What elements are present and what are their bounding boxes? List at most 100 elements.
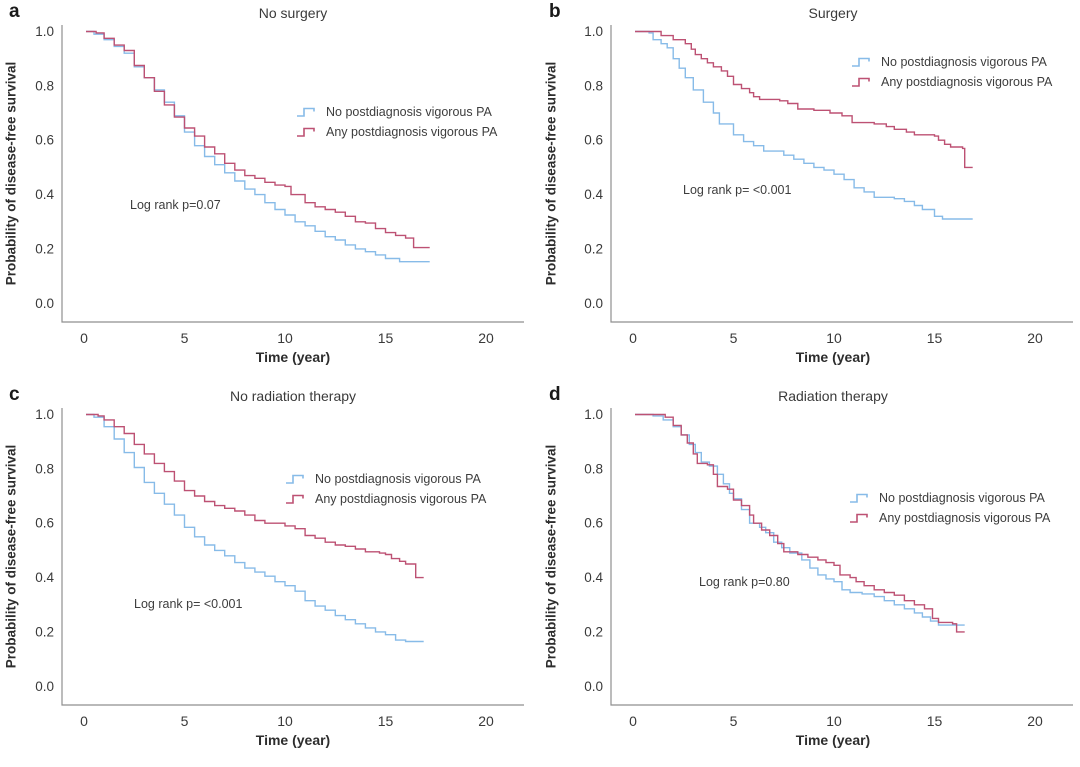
legend: No postdiagnosis vigorous PA Any postdia… [296,102,497,142]
legend-item-no-pa: No postdiagnosis vigorous PA [849,488,1050,508]
axis-lines [610,25,1073,323]
y-tick-label: 0.4 [584,187,603,202]
logrank-annotation: Log rank p=0.80 [699,575,790,589]
legend-label: No postdiagnosis vigorous PA [315,472,481,486]
km-curve-any-postdiagnosis-pa [635,413,965,633]
y-tick-label: 0.8 [584,78,603,93]
km-curve-no-postdiagnosis-pa [635,413,965,626]
y-tick-label: 0.2 [35,624,54,639]
legend-label: No postdiagnosis vigorous PA [881,55,1047,69]
axis-lines [610,408,1073,706]
y-tick-label: 0.2 [584,624,603,639]
panel-b-surgery: b Surgery Probability of disease-free su… [540,0,1080,383]
y-tick-label: 0.6 [35,133,54,148]
km-step-key-icon [286,494,304,504]
y-tick-label: 1.0 [584,407,603,422]
x-tick-label: 10 [277,330,293,346]
x-axis-label: Time (year) [795,349,871,365]
y-tick-label: 0.4 [35,187,54,202]
y-tick-label: 0.6 [584,516,603,531]
y-tick-label: 0.4 [35,570,54,585]
y-tick-label: 0.6 [35,516,54,531]
legend: No postdiagnosis vigorous PA Any postdia… [851,52,1052,92]
x-axis-label: Time (year) [795,732,871,748]
x-tick-label: 5 [730,330,738,346]
legend-item-any-pa: Any postdiagnosis vigorous PA [296,122,497,142]
x-tick-label: 0 [80,713,88,729]
km-step-key-icon [297,127,315,137]
x-axis-label: Time (year) [255,349,331,365]
y-tick-label: 1.0 [35,407,54,422]
legend-item-any-pa: Any postdiagnosis vigorous PA [849,508,1050,528]
x-tick-label: 0 [80,330,88,346]
x-tick-label: 0 [629,330,637,346]
x-tick-label: 20 [1027,713,1043,729]
km-curve-no-postdiagnosis-pa [86,413,424,643]
km-curve-any-postdiagnosis-pa [86,413,424,579]
logrank-annotation: Log rank p= <0.001 [134,597,243,611]
x-tick-label: 20 [1027,330,1043,346]
km-step-key-icon [297,107,315,117]
panel-letter: b [549,1,561,22]
y-tick-label: 0.4 [584,570,603,585]
km-plot: 0.0 0.2 0.4 0.6 0.8 1.0 0 5 10 15 20 [35,407,524,729]
x-tick-label: 10 [826,713,842,729]
panel-letter: d [549,384,561,405]
panel-d-radiation-therapy: d Radiation therapy Probability of disea… [540,383,1080,767]
y-tick-label: 0.8 [35,461,54,476]
legend-label: Any postdiagnosis vigorous PA [879,511,1051,525]
y-tick-label: 0.0 [35,296,54,311]
y-tick-label: 0.8 [35,78,54,93]
logrank-annotation: Log rank p=0.07 [130,198,221,212]
km-curve-any-postdiagnosis-pa [635,30,973,169]
panel-title: No surgery [258,5,328,21]
legend-label: Any postdiagnosis vigorous PA [881,75,1053,89]
km-plot: 0.0 0.2 0.4 0.6 0.8 1.0 0 5 10 15 20 [584,24,1073,346]
y-tick-label: 0.8 [584,461,603,476]
x-tick-label: 20 [478,713,494,729]
km-curve-any-postdiagnosis-pa [86,30,430,249]
x-tick-label: 15 [927,713,943,729]
y-tick-label: 0.0 [584,679,603,694]
legend: No postdiagnosis vigorous PA Any postdia… [285,469,486,509]
km-step-key-icon [286,474,304,484]
x-tick-label: 15 [378,330,394,346]
legend-label: Any postdiagnosis vigorous PA [326,125,498,139]
legend-label: No postdiagnosis vigorous PA [879,491,1045,505]
km-step-key-icon [850,513,868,523]
x-tick-label: 5 [181,330,189,346]
km-plot: 0.0 0.2 0.4 0.6 0.8 1.0 0 5 10 15 20 [35,24,524,346]
y-tick-label: 0.6 [584,133,603,148]
legend-label: No postdiagnosis vigorous PA [326,105,492,119]
km-curve-no-postdiagnosis-pa [635,30,973,220]
y-tick-label: 0.0 [584,296,603,311]
x-tick-label: 15 [378,713,394,729]
x-tick-label: 5 [181,713,189,729]
panel-title: No radiation therapy [229,388,357,404]
legend-item-no-pa: No postdiagnosis vigorous PA [285,469,486,489]
x-tick-label: 10 [826,330,842,346]
panel-letter: c [9,384,20,405]
legend-item-no-pa: No postdiagnosis vigorous PA [851,52,1052,72]
legend-item-no-pa: No postdiagnosis vigorous PA [296,102,497,122]
panel-c-no-radiation-therapy: c No radiation therapy Probability of di… [0,383,540,767]
panel-title: Radiation therapy [778,388,888,404]
x-tick-label: 10 [277,713,293,729]
km-step-key-icon [852,57,870,67]
y-tick-label: 0.2 [584,241,603,256]
y-tick-label: 1.0 [584,24,603,39]
x-axis-label: Time (year) [255,732,331,748]
logrank-annotation: Log rank p= <0.001 [683,183,792,197]
km-plot: 0.0 0.2 0.4 0.6 0.8 1.0 0 5 10 15 20 [584,407,1073,729]
x-tick-label: 20 [478,330,494,346]
panel-a-no-surgery: a No surgery Probability of disease-free… [0,0,540,383]
y-tick-label: 0.0 [35,679,54,694]
legend-item-any-pa: Any postdiagnosis vigorous PA [285,489,486,509]
axis-lines [61,408,524,706]
legend-item-any-pa: Any postdiagnosis vigorous PA [851,72,1052,92]
y-tick-label: 1.0 [35,24,54,39]
km-curve-no-postdiagnosis-pa [86,30,430,263]
panel-title: Surgery [808,5,858,21]
km-step-key-icon [852,77,870,87]
